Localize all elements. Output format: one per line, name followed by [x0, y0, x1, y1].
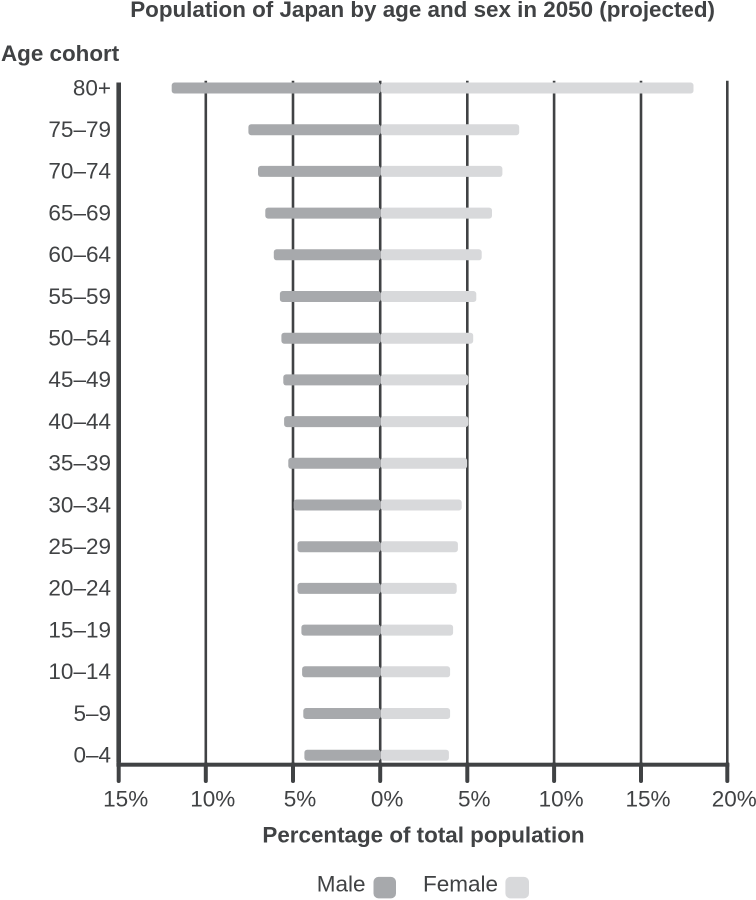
svg-text:50–54: 50–54	[48, 326, 111, 351]
svg-text:5%: 5%	[284, 787, 317, 812]
svg-text:Male: Male	[317, 872, 366, 897]
svg-text:Female: Female	[423, 872, 498, 897]
svg-text:Percentage of total population: Percentage of total population	[262, 823, 584, 848]
svg-text:20%: 20%	[712, 787, 756, 812]
svg-text:5–9: 5–9	[73, 701, 111, 726]
svg-text:55–59: 55–59	[48, 284, 111, 309]
svg-text:Age cohort: Age cohort	[1, 41, 120, 66]
svg-text:Population of Japan by age and: Population of Japan by age and sex in 20…	[130, 0, 715, 22]
svg-text:80+: 80+	[73, 75, 111, 100]
svg-text:15–19: 15–19	[48, 617, 111, 642]
svg-text:10%: 10%	[190, 787, 235, 812]
svg-text:15%: 15%	[103, 787, 148, 812]
svg-text:5%: 5%	[458, 787, 491, 812]
svg-text:45–49: 45–49	[48, 367, 111, 392]
svg-text:30–34: 30–34	[48, 492, 111, 517]
svg-text:35–39: 35–39	[48, 451, 111, 476]
svg-text:10–14: 10–14	[48, 659, 111, 684]
svg-text:60–64: 60–64	[48, 242, 111, 267]
svg-text:75–79: 75–79	[48, 117, 111, 142]
svg-text:65–69: 65–69	[48, 200, 111, 225]
svg-text:70–74: 70–74	[48, 159, 111, 184]
svg-text:10%: 10%	[539, 787, 584, 812]
svg-text:25–29: 25–29	[48, 534, 111, 559]
svg-text:40–44: 40–44	[48, 409, 111, 434]
svg-text:15%: 15%	[625, 787, 670, 812]
svg-text:20–24: 20–24	[48, 576, 111, 601]
svg-text:0%: 0%	[371, 787, 404, 812]
svg-text:0–4: 0–4	[73, 743, 111, 768]
